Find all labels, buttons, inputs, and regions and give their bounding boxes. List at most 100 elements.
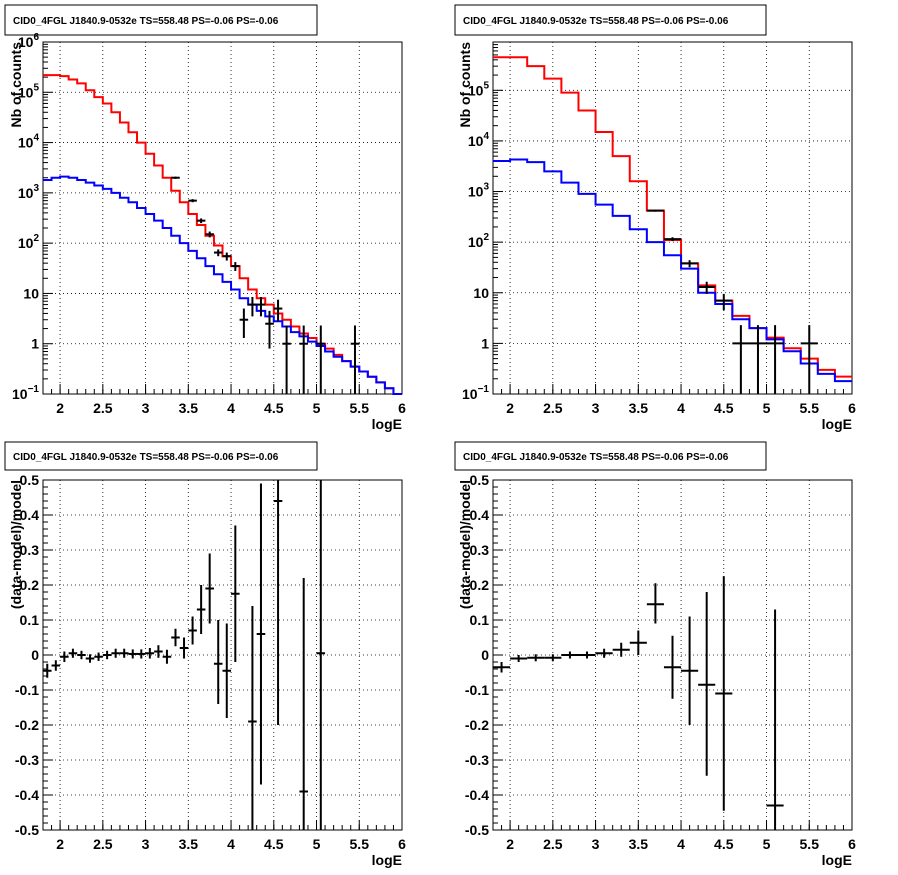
data-point	[196, 218, 206, 224]
data-point	[94, 652, 103, 661]
chart-title: CID0_4FGL J1840.9-0532e TS=558.48 PS=-0.…	[13, 452, 279, 463]
data-point	[299, 578, 308, 830]
title-box	[454, 441, 767, 471]
data-point	[85, 654, 95, 663]
data-point	[663, 635, 682, 699]
data-point	[111, 648, 120, 658]
x-tick-label: 3	[592, 400, 600, 416]
x-tick-label: 6	[398, 836, 406, 852]
data-point	[171, 176, 180, 179]
x-tick-label: 5.5	[350, 836, 370, 852]
data-point	[196, 585, 206, 634]
chart-title: CID0_4FGL J1840.9-0532e TS=558.48 PS=-0.…	[463, 452, 729, 463]
data-point	[102, 650, 112, 660]
y-tick-label: 10	[23, 285, 39, 301]
y-tick-label: -0.1	[15, 682, 39, 698]
data-point	[128, 649, 138, 659]
x-tick-label: 4.5	[714, 836, 734, 852]
data-point	[715, 293, 733, 311]
data-point	[51, 660, 61, 671]
x-tick-label: 3.5	[629, 836, 649, 852]
x-tick-label: 2	[506, 836, 514, 852]
data-point	[595, 648, 613, 658]
data-point	[612, 642, 630, 657]
data-point	[145, 648, 155, 659]
data-point	[681, 260, 699, 268]
data-point	[629, 630, 647, 655]
data-point	[273, 299, 283, 322]
y-tick-label: 102	[468, 232, 490, 250]
title-box	[454, 4, 767, 36]
data-point	[350, 325, 360, 394]
data-point	[715, 576, 733, 811]
data-point	[154, 645, 163, 658]
y-tick-label: 105	[468, 80, 490, 98]
x-tick-label: 6	[848, 400, 856, 416]
series-line-red	[493, 56, 852, 378]
x-tick-label: 2.5	[93, 400, 113, 416]
y-tick-label: -0.4	[465, 787, 489, 803]
data-point	[137, 649, 146, 659]
x-tick-label: 3	[142, 836, 150, 852]
data-point	[256, 483, 266, 785]
x-tick-label: 4	[677, 836, 685, 852]
x-tick-label: 4	[677, 400, 685, 416]
x-tick-label: 5	[313, 836, 321, 852]
y-axis-label: Nb of counts	[457, 42, 473, 128]
y-tick-label: 1	[31, 336, 39, 352]
data-point	[248, 296, 257, 317]
x-tick-label: 5	[763, 400, 771, 416]
y-tick-label: -0.1	[465, 682, 489, 698]
y-tick-label: 0	[31, 647, 39, 663]
data-point	[239, 308, 249, 338]
data-point	[493, 662, 511, 673]
y-axis-label: Nb of counts	[8, 42, 24, 128]
data-point	[299, 325, 308, 394]
x-tick-label: 6	[398, 400, 406, 416]
y-tick-label: 105	[18, 82, 40, 100]
y-tick-label: 0.2	[470, 577, 490, 593]
data-point	[646, 583, 664, 624]
data-point	[561, 651, 579, 659]
x-tick-label: 3	[142, 400, 150, 416]
data-point	[60, 651, 69, 662]
y-tick-label: 103	[468, 182, 490, 200]
data-point	[273, 480, 283, 725]
chart-panel-2: CID0_4FGL J1840.9-0532e TS=558.48 PS=-0.…	[454, 4, 856, 432]
data-point	[222, 623, 232, 718]
x-tick-label: 2	[56, 836, 64, 852]
x-tick-label: 5.5	[800, 836, 820, 852]
y-tick-label: 0.2	[20, 577, 40, 593]
y-tick-label: 10−1	[12, 384, 39, 402]
y-tick-label: 0.3	[470, 542, 490, 558]
data-point	[205, 231, 214, 238]
chart-panel-1: CID0_4FGL J1840.9-0532e TS=558.48 PS=-0.…	[4, 4, 406, 432]
chart-panel-4: CID0_4FGL J1840.9-0532e TS=558.48 PS=-0.…	[454, 441, 856, 868]
data-point	[77, 650, 86, 660]
data-point	[732, 325, 750, 394]
data-point	[43, 663, 52, 678]
data-point	[698, 592, 716, 776]
data-point	[213, 620, 223, 704]
x-tick-label: 4.5	[714, 400, 734, 416]
y-tick-label: 103	[18, 183, 40, 201]
data-point	[510, 655, 528, 662]
plot-frame	[42, 479, 403, 831]
x-tick-label: 5.5	[800, 400, 820, 416]
title-box	[4, 441, 318, 471]
y-tick-label: -0.2	[15, 717, 39, 733]
series-line-blue	[43, 175, 402, 395]
x-tick-label: 2.5	[543, 400, 563, 416]
x-tick-label: 5.5	[350, 400, 370, 416]
data-point	[527, 654, 545, 662]
x-tick-label: 4.5	[264, 836, 284, 852]
chart-title: CID0_4FGL J1840.9-0532e TS=558.48 PS=-0.…	[13, 16, 279, 27]
data-point	[171, 628, 180, 647]
chart-panel-3: CID0_4FGL J1840.9-0532e TS=558.48 PS=-0.…	[4, 441, 406, 868]
plot-frame	[42, 41, 403, 395]
x-axis-label: logE	[822, 852, 852, 868]
x-tick-label: 3.5	[179, 400, 199, 416]
data-point	[766, 609, 784, 830]
y-tick-label: 0.1	[20, 612, 40, 628]
